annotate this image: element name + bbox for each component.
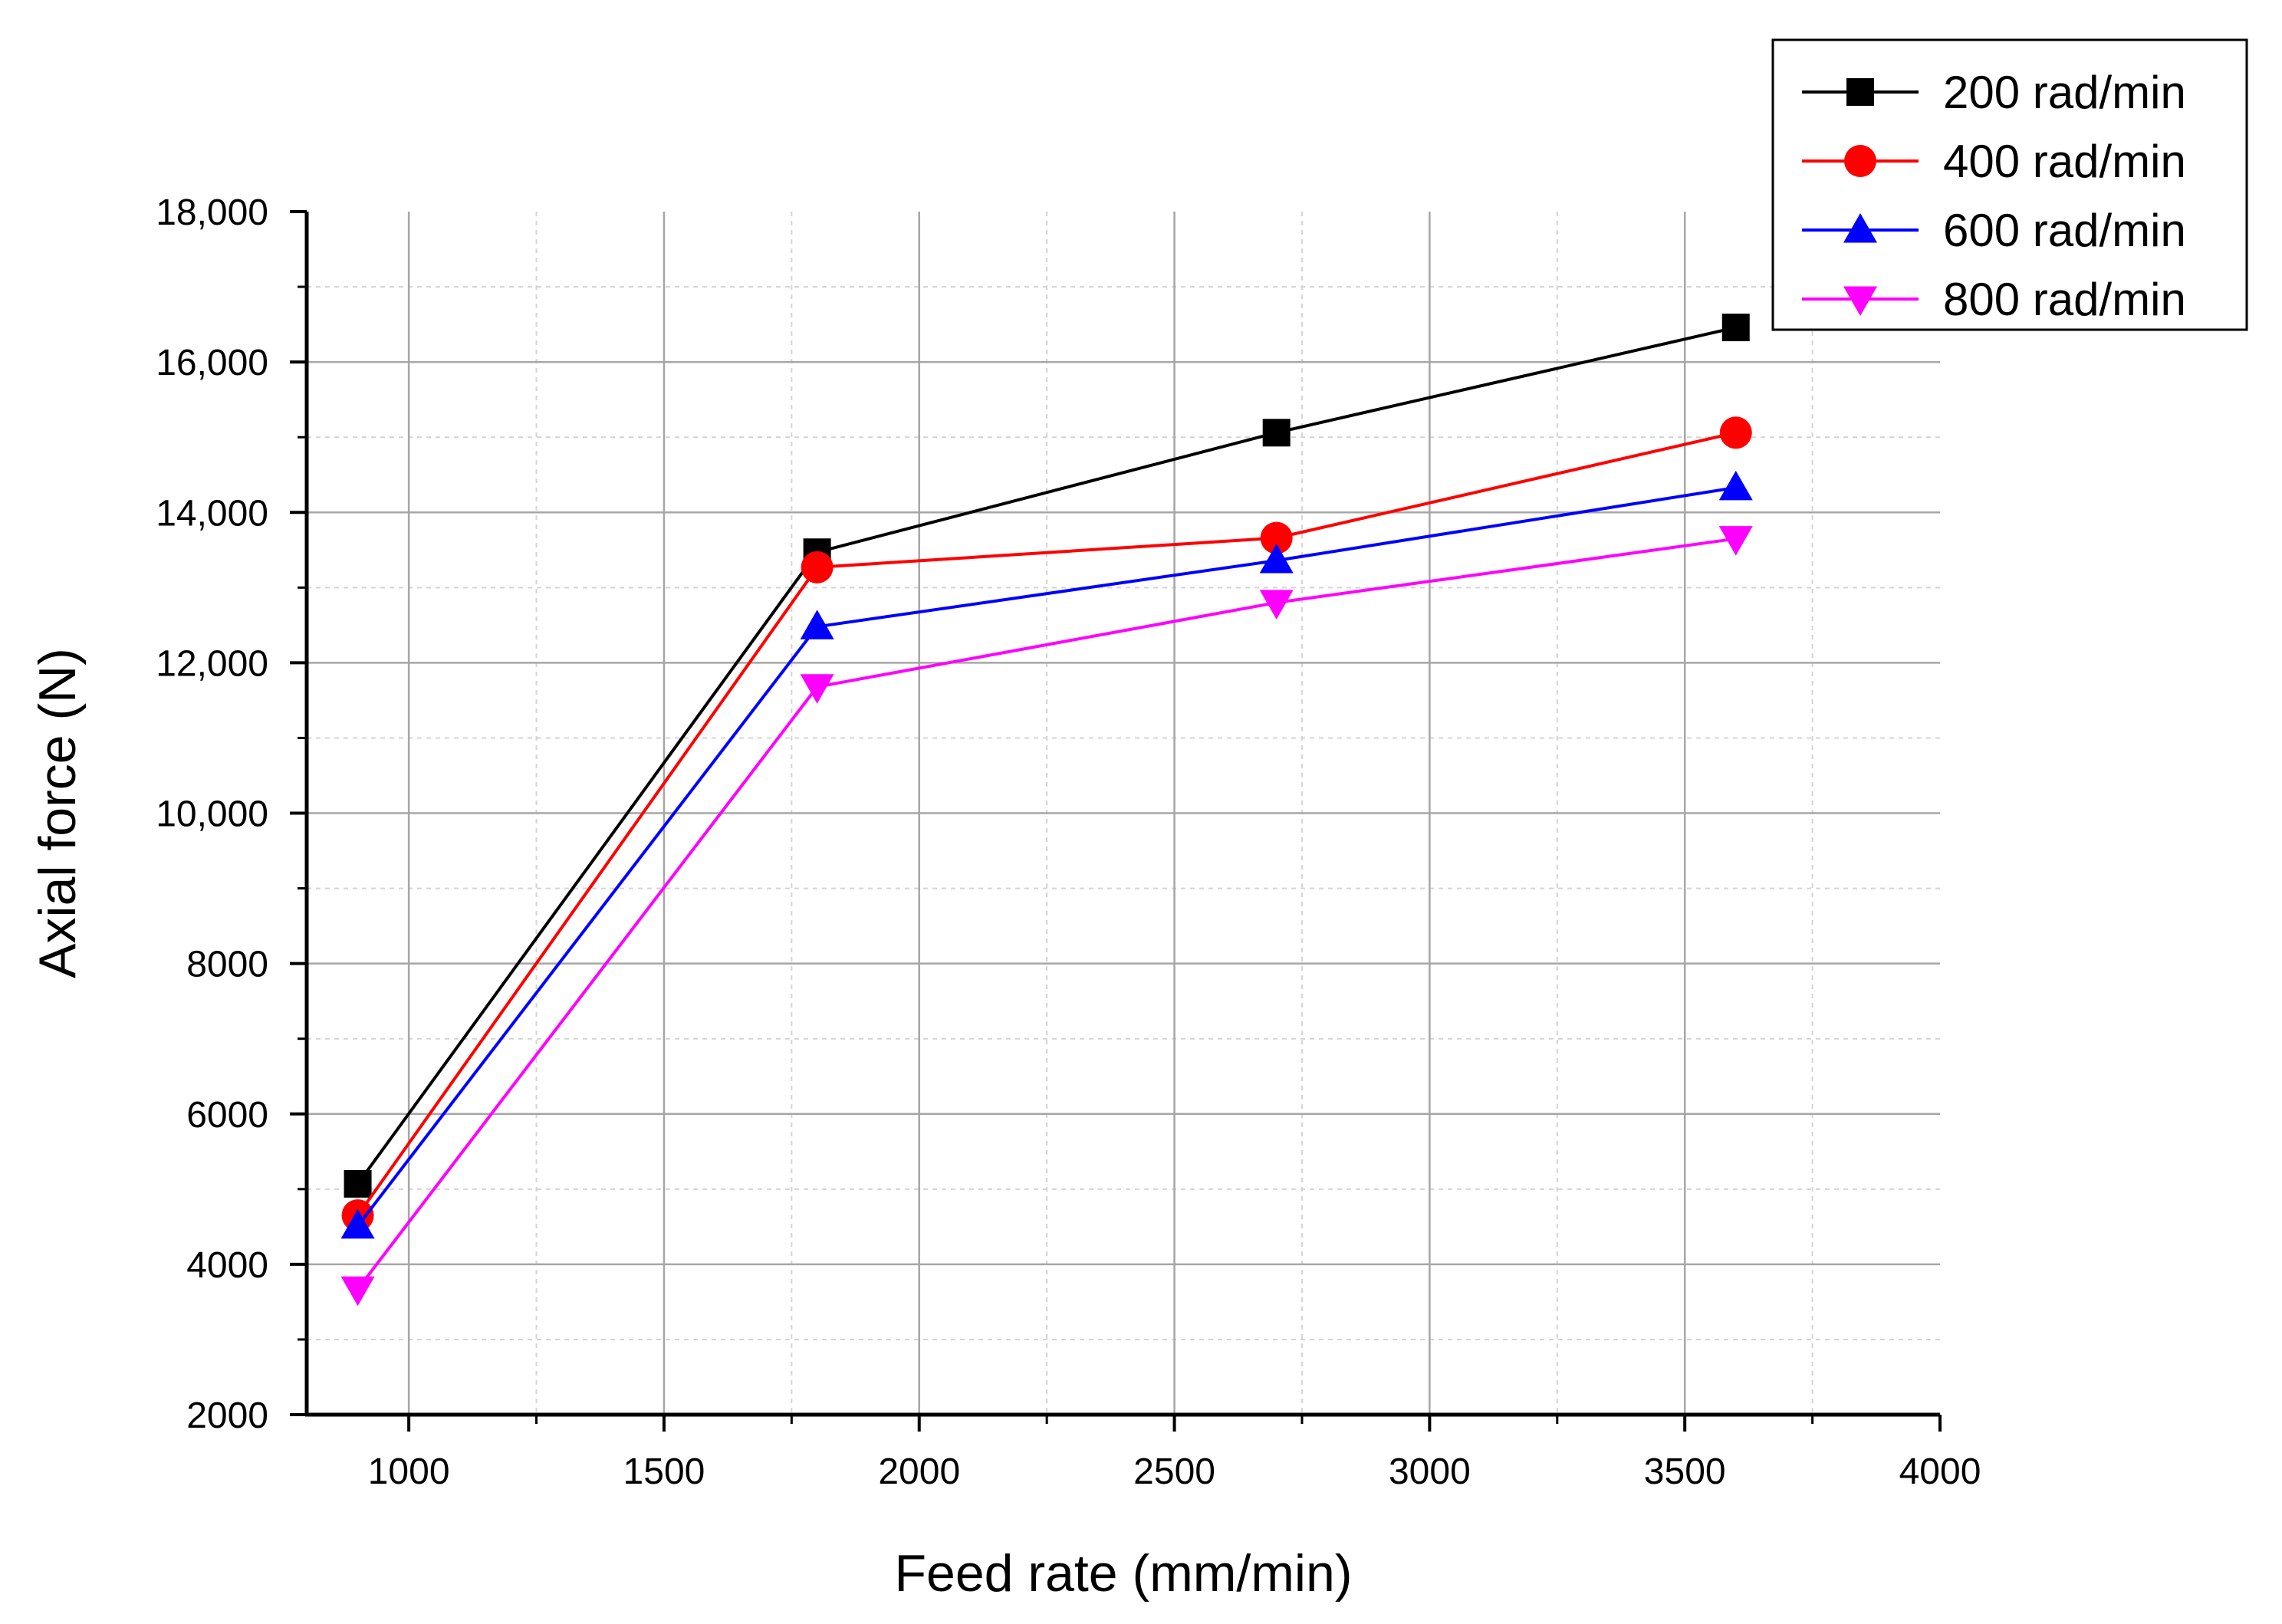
series-layer [340, 314, 1753, 1307]
y-tick-label: 6000 [186, 1095, 268, 1136]
series-400 [341, 416, 1752, 1232]
legend-label-400: 400 rad/min [1943, 136, 2186, 187]
legend-item-600: 600 rad/min [1802, 205, 2186, 256]
y-tick-label: 14,000 [156, 493, 268, 534]
series-line-200 [356, 326, 1737, 1185]
data-point-400 [801, 551, 834, 584]
y-axis-title: Axial force (N) [28, 648, 87, 978]
legend-marker-800 [1843, 286, 1877, 316]
data-point-800 [340, 1276, 375, 1307]
legend-label-800: 800 rad/min [1943, 274, 2186, 325]
data-point-200 [1262, 419, 1291, 447]
data-point-600 [340, 1208, 375, 1239]
data-point-800 [1718, 526, 1753, 556]
x-tick-label: 1500 [623, 1451, 705, 1492]
x-tick-label: 3000 [1389, 1451, 1471, 1492]
data-point-800 [1259, 590, 1294, 620]
series-200 [344, 314, 1750, 1198]
data-point-200 [344, 1169, 372, 1198]
data-point-800 [800, 674, 834, 704]
data-point-600 [1718, 470, 1753, 501]
legend-label-600: 600 rad/min [1943, 205, 2186, 256]
data-point-600 [800, 610, 834, 639]
y-tick-label: 2000 [186, 1396, 268, 1436]
series-line-600 [356, 485, 1737, 1228]
x-tick-label: 2000 [878, 1451, 960, 1492]
major-grid [307, 212, 1940, 1415]
series-600 [340, 470, 1753, 1239]
y-tick-label: 8000 [186, 945, 268, 985]
series-line-800 [356, 537, 1737, 1290]
data-point-200 [1721, 314, 1750, 342]
series-line-400 [356, 431, 1737, 1217]
data-point-600 [1259, 544, 1294, 574]
y-tick-label: 4000 [186, 1245, 268, 1286]
y-tick-label: 16,000 [156, 343, 268, 383]
x-axis-title: Feed rate (mm/min) [895, 1544, 1353, 1603]
x-tick-label: 1000 [368, 1451, 450, 1492]
legend-item-200: 200 rad/min [1802, 67, 2186, 118]
x-tick-label: 3500 [1644, 1451, 1726, 1492]
legend-item-400: 400 rad/min [1802, 136, 2186, 187]
x-tick-label: 4000 [1899, 1451, 1981, 1492]
legend-item-800: 800 rad/min [1802, 274, 2186, 325]
y-tick-label: 10,000 [156, 794, 268, 835]
legend-marker-200 [1846, 78, 1874, 106]
series-800 [340, 526, 1753, 1307]
data-point-400 [1719, 416, 1752, 449]
y-tick-label: 12,000 [156, 643, 268, 684]
ticks: 1000 1500 2000 2500 3000 3500 4000 2000 4000 6000… [156, 192, 1981, 1492]
legend-label-200: 200 rad/min [1943, 67, 2186, 118]
legend: 200 rad/min 400 rad/min 600 rad/min 800 rad… [1771, 38, 2248, 331]
y-tick-label: 18,000 [156, 192, 268, 233]
data-point-400 [1260, 521, 1293, 554]
legend-marker-400 [1844, 145, 1876, 177]
legend-marker-600 [1843, 213, 1877, 243]
x-tick-label: 2500 [1133, 1451, 1215, 1492]
